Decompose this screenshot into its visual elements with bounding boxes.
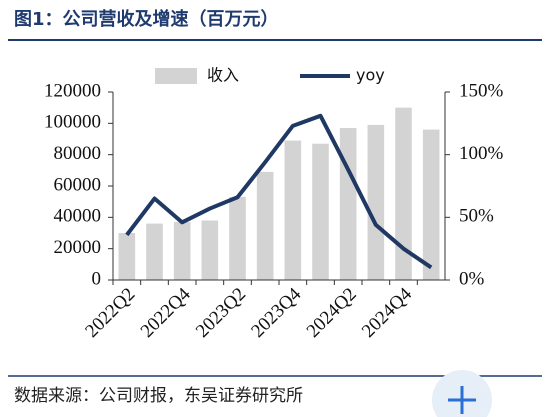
bar (229, 196, 246, 280)
x-tick-label: 2023Q2 (192, 284, 250, 342)
line (125, 113, 433, 270)
bar (118, 233, 136, 280)
y2-tick-label: 100% (459, 143, 504, 164)
legend-label: 收入 (207, 66, 239, 85)
add-button[interactable] (432, 370, 492, 417)
x-tick-label: 2023Q4 (247, 283, 305, 341)
bar (146, 223, 163, 280)
y-tick-label: 100000 (44, 112, 101, 133)
y2-tick-label: 0% (459, 268, 485, 289)
y-tick-label: 80000 (54, 143, 102, 164)
source: 数据来源：公司财报，东吴证券研究所 (14, 386, 303, 406)
bar (173, 222, 191, 280)
bar (422, 129, 440, 280)
legend-label: yoy (356, 66, 385, 85)
x-tick-label: 2024Q2 (303, 284, 361, 342)
x-tick-label: 2022Q4 (137, 283, 195, 341)
bar (312, 143, 329, 280)
bar (339, 128, 357, 280)
bar (367, 124, 385, 281)
x-tick-label: 2024Q4 (358, 283, 416, 341)
bar (256, 171, 274, 280)
y2-tick-label: 150% (459, 80, 504, 101)
y-tick-label: 0 (92, 268, 102, 289)
x-tick-label: 2022Q2 (81, 284, 139, 342)
y-tick-label: 120000 (44, 80, 101, 101)
y-tick-label: 20000 (54, 237, 102, 258)
bar (201, 220, 219, 280)
y-tick-label: 60000 (54, 174, 102, 195)
legend-swatch (155, 68, 197, 84)
y2-tick-label: 50% (459, 206, 494, 227)
bar (395, 107, 412, 281)
chart-title: 图1：公司营收及增速（百万元） (14, 8, 279, 30)
y-tick-label: 40000 (54, 206, 102, 227)
bar (284, 140, 302, 280)
